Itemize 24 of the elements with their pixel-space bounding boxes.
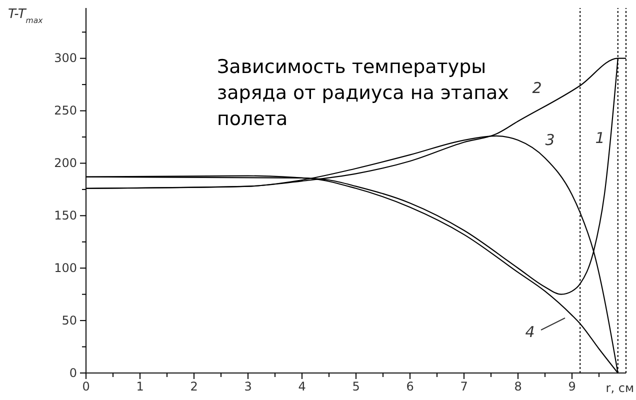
text: Зависимость температуры заряда от радиуса на этапах полета [217, 56, 509, 130]
x-tick-label: 9 [568, 380, 576, 394]
x-tick-label: 5 [352, 380, 360, 394]
x-tick-label: 8 [514, 380, 522, 394]
x-tick-label: 2 [190, 380, 198, 394]
x-tick-label: 7 [460, 380, 468, 394]
x-tick-label: 4 [298, 380, 306, 394]
series-label: 1 [595, 129, 605, 147]
y-tick-label: 250 [54, 104, 77, 118]
x-axis-title: r, см [606, 381, 634, 395]
x-tick-label: 0 [82, 380, 90, 394]
text: 4 [525, 323, 535, 341]
y-tick-label: 200 [54, 156, 77, 170]
y-tick-label: 300 [54, 51, 77, 66]
y-axis-title: T-T$_{max}$ [8, 7, 44, 24]
series-label: 3 [545, 131, 555, 149]
y-tick-label: 0 [69, 366, 77, 380]
x-tick-label: 6 [406, 380, 414, 394]
series-label: 2 [532, 79, 542, 97]
x-tick-label: 1 [136, 380, 144, 394]
y-tick-label: 50 [62, 313, 77, 328]
y-tick-label: 150 [54, 208, 77, 223]
y-tick-label: 100 [54, 260, 77, 275]
x-tick-label: 3 [244, 380, 252, 394]
